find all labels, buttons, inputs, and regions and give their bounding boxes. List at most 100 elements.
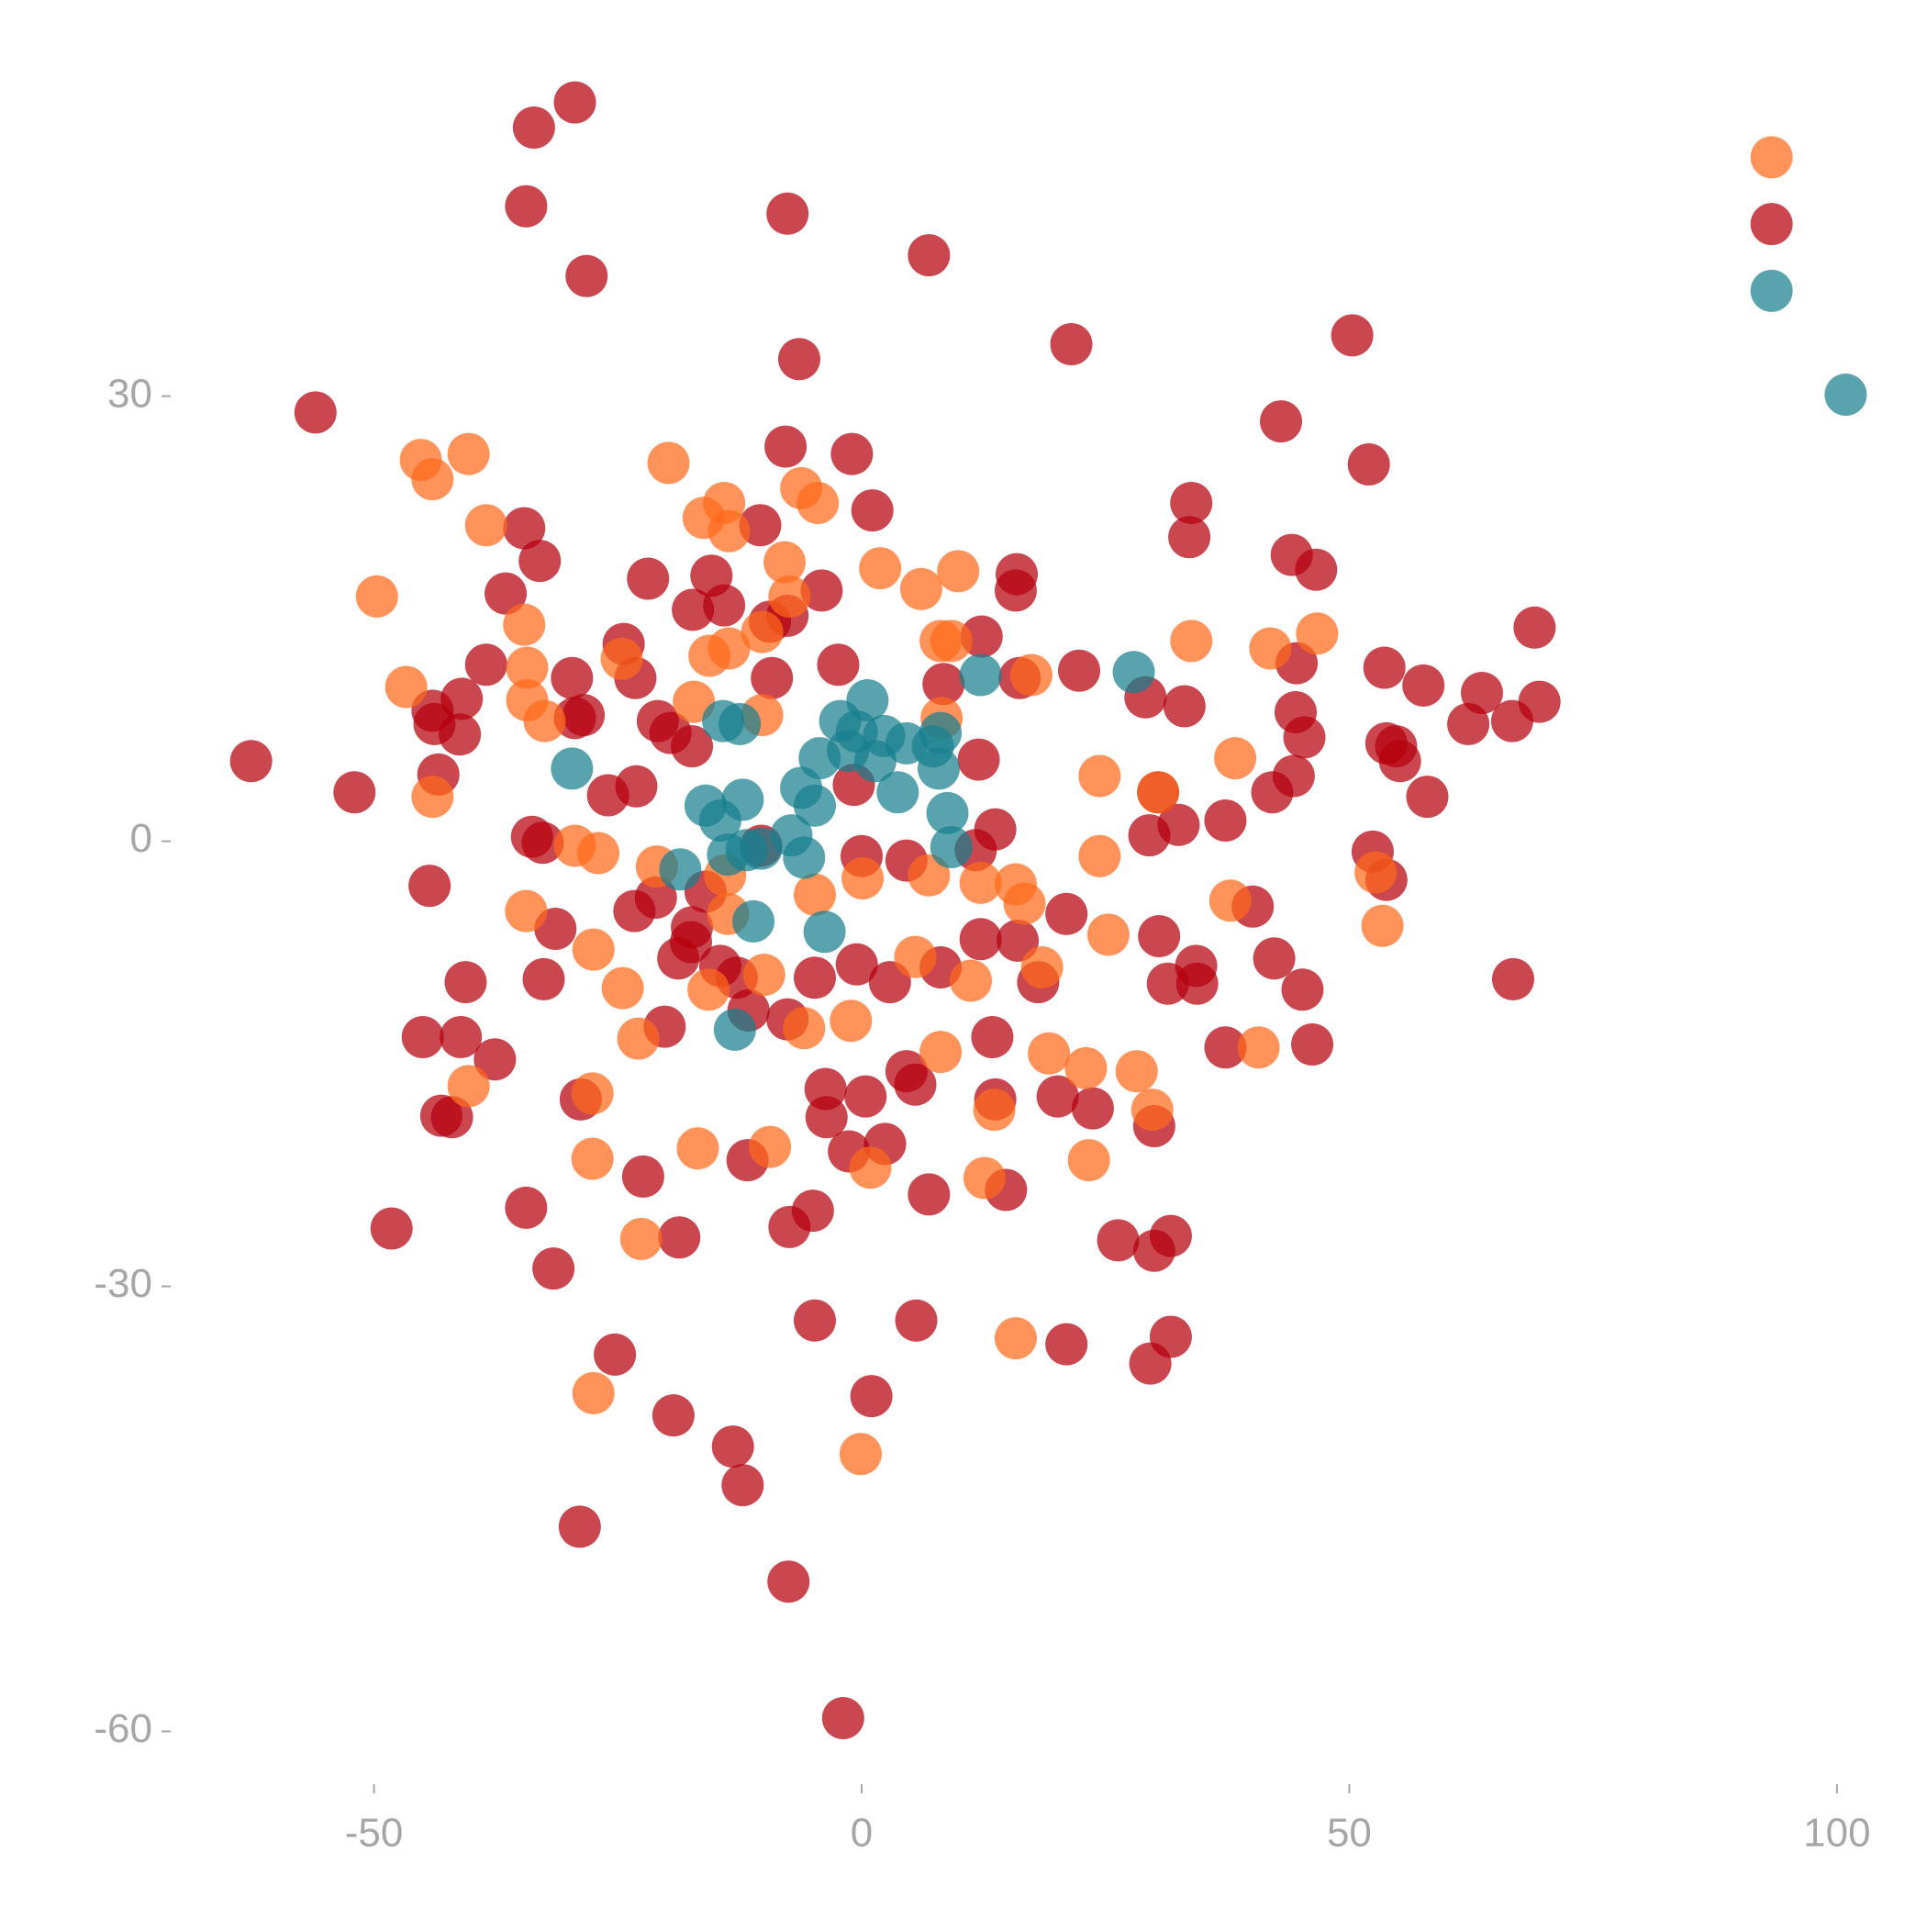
point (1209, 879, 1252, 922)
point (652, 1394, 695, 1437)
point (440, 1015, 483, 1058)
point (707, 627, 751, 670)
point (930, 826, 973, 869)
point (959, 918, 1002, 961)
point (1513, 606, 1556, 649)
point (1363, 646, 1406, 689)
point (1115, 1050, 1158, 1093)
point (647, 441, 690, 485)
point (503, 603, 546, 646)
point (973, 1089, 1016, 1132)
point (1237, 1026, 1280, 1069)
point (294, 391, 337, 434)
point (571, 1072, 614, 1115)
point (1045, 1323, 1088, 1366)
point (1131, 1089, 1174, 1132)
point (1260, 400, 1303, 443)
point (830, 432, 874, 475)
point (1204, 1026, 1247, 1069)
point (1163, 685, 1206, 728)
point (444, 961, 487, 1004)
point (732, 899, 775, 943)
point (523, 699, 566, 743)
point (930, 620, 973, 663)
point (1071, 1087, 1114, 1130)
point (751, 656, 794, 699)
point (739, 504, 782, 547)
point (783, 1007, 826, 1050)
point (1378, 740, 1421, 783)
point (703, 584, 746, 627)
point (1003, 882, 1046, 925)
point (1824, 374, 1867, 417)
point (1067, 1139, 1110, 1182)
point (1447, 702, 1490, 745)
x-tick-label: 100 (1803, 1811, 1870, 1856)
point (1128, 814, 1171, 857)
point (1168, 516, 1211, 559)
point (1249, 627, 1292, 670)
point (617, 1017, 660, 1060)
point (1078, 834, 1121, 877)
point (919, 1031, 963, 1074)
point (619, 1217, 663, 1260)
point (551, 747, 594, 790)
point (849, 1146, 892, 1189)
point (919, 711, 963, 754)
point (963, 1156, 1006, 1200)
point (572, 928, 615, 971)
point (687, 968, 730, 1011)
x-tick-label: 0 (851, 1811, 873, 1856)
point (401, 1015, 444, 1058)
point (505, 184, 548, 228)
point (839, 1433, 882, 1476)
point (725, 829, 768, 872)
point (950, 959, 993, 1002)
point (767, 1560, 810, 1603)
point (1490, 699, 1533, 743)
point (908, 234, 951, 277)
point (615, 765, 658, 808)
point (1253, 937, 1296, 980)
point (1058, 649, 1101, 692)
point (1009, 653, 1053, 697)
point (768, 1205, 811, 1248)
point (522, 957, 565, 1000)
point (1402, 664, 1445, 707)
point (768, 575, 811, 618)
point (876, 771, 919, 814)
point (1028, 1032, 1071, 1075)
point (1283, 716, 1326, 759)
point (659, 848, 702, 891)
point (777, 338, 820, 381)
point (793, 873, 836, 916)
point (853, 740, 897, 783)
point (1170, 482, 1213, 525)
point (1750, 269, 1793, 312)
point (742, 954, 785, 997)
point (521, 821, 564, 865)
point (908, 854, 951, 897)
point (553, 81, 596, 124)
point (1020, 945, 1064, 988)
point (817, 643, 860, 687)
point (473, 1038, 517, 1081)
point (503, 507, 546, 550)
point (577, 832, 620, 875)
point (464, 504, 507, 547)
point (558, 1505, 601, 1548)
point (1204, 798, 1247, 842)
point (1129, 1342, 1172, 1385)
point (1361, 904, 1404, 947)
point (658, 1216, 701, 1259)
point (922, 663, 965, 706)
point (764, 425, 808, 468)
point (1296, 612, 1339, 655)
point (532, 1247, 575, 1290)
point (1291, 1023, 1334, 1067)
point (821, 1696, 864, 1739)
point (1347, 442, 1390, 486)
point (894, 935, 937, 978)
point (805, 1096, 848, 1139)
